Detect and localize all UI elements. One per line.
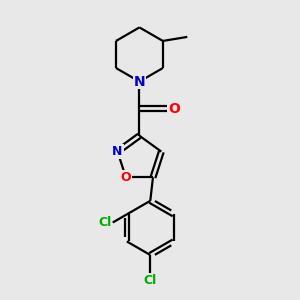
Text: Cl: Cl	[144, 274, 157, 287]
Text: Cl: Cl	[98, 216, 111, 229]
Text: O: O	[168, 102, 180, 116]
Text: O: O	[121, 171, 131, 184]
Text: N: N	[134, 75, 145, 88]
Text: N: N	[112, 145, 123, 158]
